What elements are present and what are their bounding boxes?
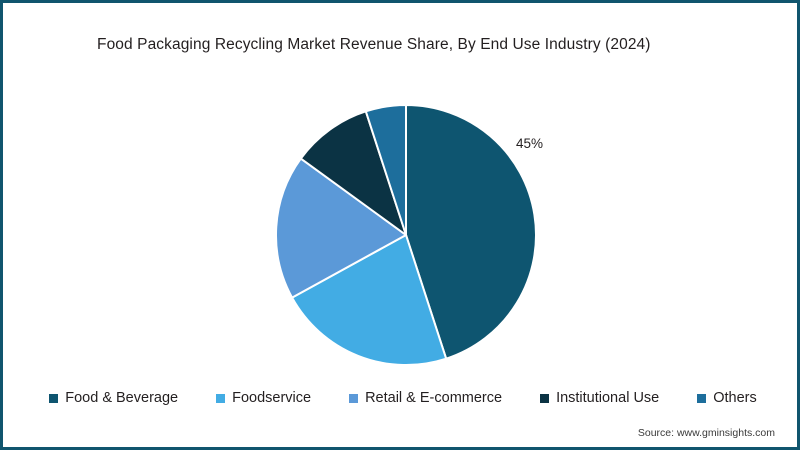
pie-slice-group (275, 104, 537, 366)
chart-legend: Food & Beverage Foodservice Retail & E-com… (3, 386, 797, 410)
legend-item-label: Institutional Use (556, 389, 660, 406)
legend-item[interactable]: Food & Beverage (49, 391, 178, 406)
legend-item[interactable]: Foodservice (216, 391, 311, 406)
page-title: Food Packaging Recycling Market Revenue … (97, 36, 651, 53)
pie-slice[interactable] (275, 157, 407, 299)
legend-swatch-icon (349, 393, 359, 403)
pie-slice[interactable] (299, 110, 407, 236)
legend-item-label: Foodservice (232, 389, 312, 406)
pie-slice[interactable] (364, 104, 407, 236)
pie-chart (275, 104, 537, 366)
legend-item[interactable]: Others (697, 391, 757, 406)
legend-item[interactable]: Retail & E-commerce (349, 391, 502, 406)
legend-swatch-icon (697, 393, 707, 403)
pie-slice[interactable] (405, 104, 537, 360)
legend-swatch-icon (540, 393, 550, 403)
pie-slice[interactable] (291, 234, 448, 366)
legend-swatch-icon (49, 393, 59, 403)
legend-item-label: Food & Beverage (65, 389, 179, 406)
legend-item-label: Retail & E-commerce (365, 389, 503, 406)
legend-swatch-icon (216, 393, 226, 403)
legend-item-label: Others (713, 389, 757, 406)
source-attribution: Source: www.gminsights.com (637, 427, 775, 439)
pie-slice-value-label: 45% (516, 136, 544, 151)
legend-item[interactable]: Institutional Use (540, 391, 659, 406)
pie-chart-svg (275, 104, 537, 366)
